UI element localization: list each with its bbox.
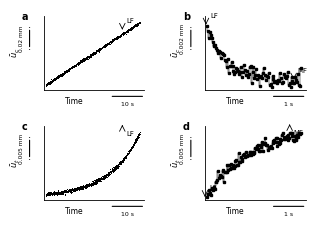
Text: b: b — [183, 12, 190, 22]
Text: 10 s: 10 s — [121, 212, 134, 217]
Text: 1 s: 1 s — [284, 212, 293, 217]
Text: Time: Time — [65, 207, 83, 216]
Text: 0.02 mm: 0.02 mm — [18, 25, 23, 52]
Text: $\bar{u}_c$: $\bar{u}_c$ — [171, 48, 183, 58]
Text: LF: LF — [126, 18, 134, 24]
Text: $\bar{u}_t$: $\bar{u}_t$ — [171, 158, 183, 168]
Text: 1 s: 1 s — [284, 102, 293, 107]
Text: 10 s: 10 s — [121, 102, 134, 107]
Text: $\bar{u}_t$: $\bar{u}_t$ — [9, 158, 22, 168]
Text: 0.002 mm: 0.002 mm — [180, 23, 185, 54]
Text: LF: LF — [209, 185, 217, 191]
Text: LF: LF — [126, 131, 134, 137]
Text: Time: Time — [65, 97, 83, 106]
Text: MF: MF — [298, 68, 308, 74]
Text: c: c — [22, 122, 27, 132]
Text: 0.005 mm: 0.005 mm — [180, 133, 185, 164]
Text: a: a — [22, 12, 28, 22]
Text: LF: LF — [210, 13, 218, 19]
Text: Time: Time — [226, 207, 245, 216]
Text: 0.005 mm: 0.005 mm — [18, 133, 23, 164]
Text: $\bar{u}_c$: $\bar{u}_c$ — [9, 48, 22, 58]
Text: MF: MF — [294, 130, 304, 136]
Text: Time: Time — [226, 97, 245, 106]
Text: d: d — [183, 122, 190, 132]
